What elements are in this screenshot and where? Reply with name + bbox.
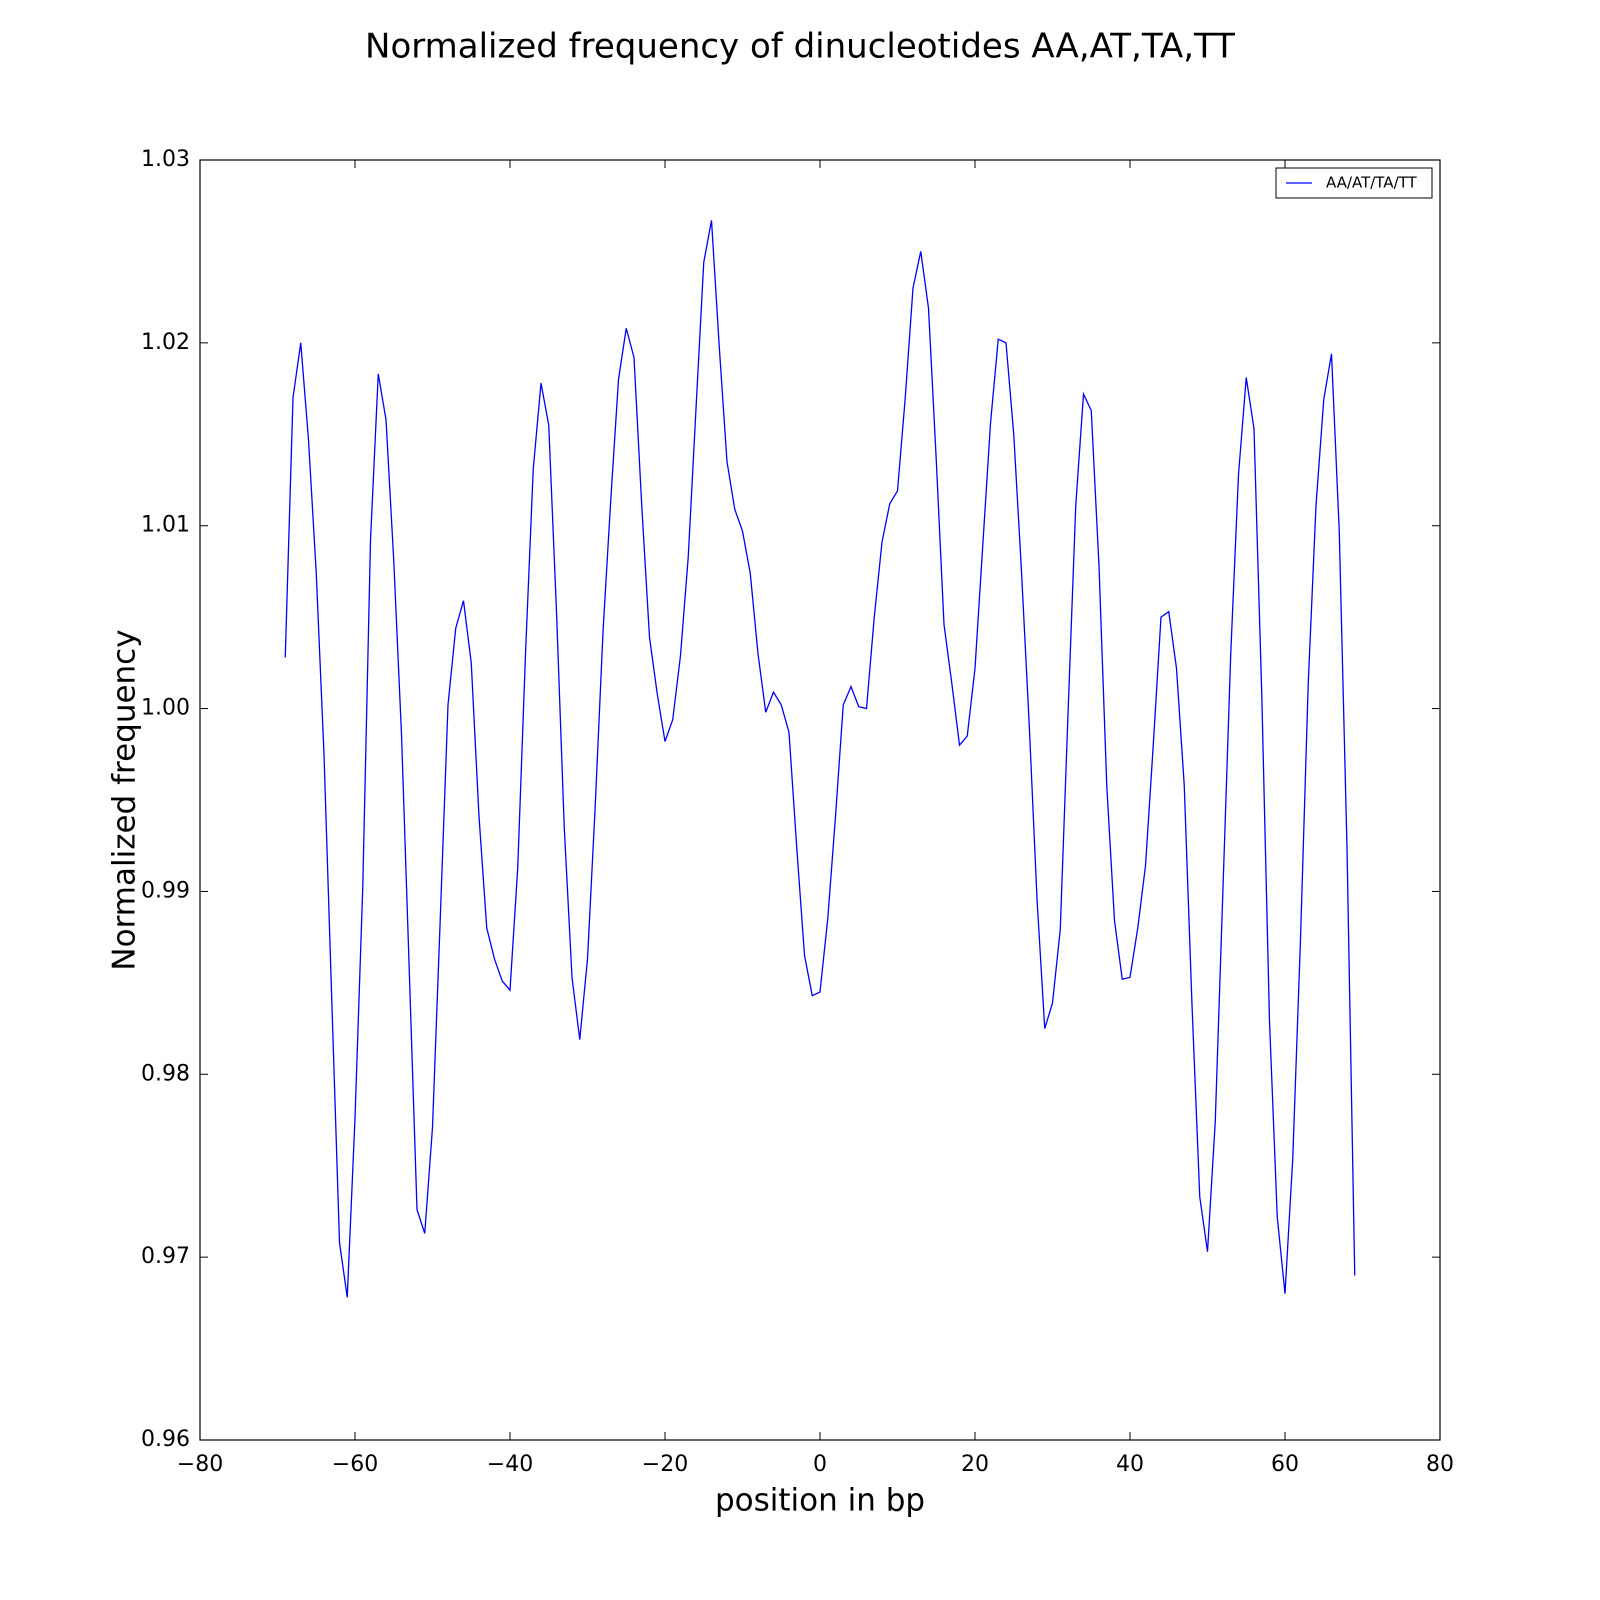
x-axis-label: position in bp [715,1483,925,1519]
y-axis-label: Normalized frequency [107,629,143,970]
data-line [284,220,1356,1298]
x-tick-label: −40 [487,1452,533,1477]
x-tick-label: 40 [1116,1452,1144,1477]
legend-label: AA/AT/TA/TT [1326,174,1418,192]
y-tick-label: 1.03 [141,147,190,172]
x-tick-label: −80 [177,1452,223,1477]
y-tick-label: 1.02 [141,330,190,355]
plot-frame [199,159,1441,1441]
chart-title: Normalized frequency of dinucleotides AA… [365,27,1235,67]
y-tick-label: 1.00 [141,696,190,721]
x-tick-label: −60 [332,1452,378,1477]
x-tick-label: 20 [961,1452,989,1477]
x-tick-label: −20 [642,1452,688,1477]
x-tick-label: 60 [1271,1452,1299,1477]
y-tick-label: 1.01 [141,513,190,538]
x-tick-label: 0 [813,1452,827,1477]
y-tick-label: 0.99 [141,878,190,903]
x-tick-label: 80 [1426,1452,1454,1477]
y-tick-label: 0.96 [141,1427,190,1452]
y-tick-label: 0.97 [141,1244,190,1269]
y-tick-label: 0.98 [141,1061,190,1086]
